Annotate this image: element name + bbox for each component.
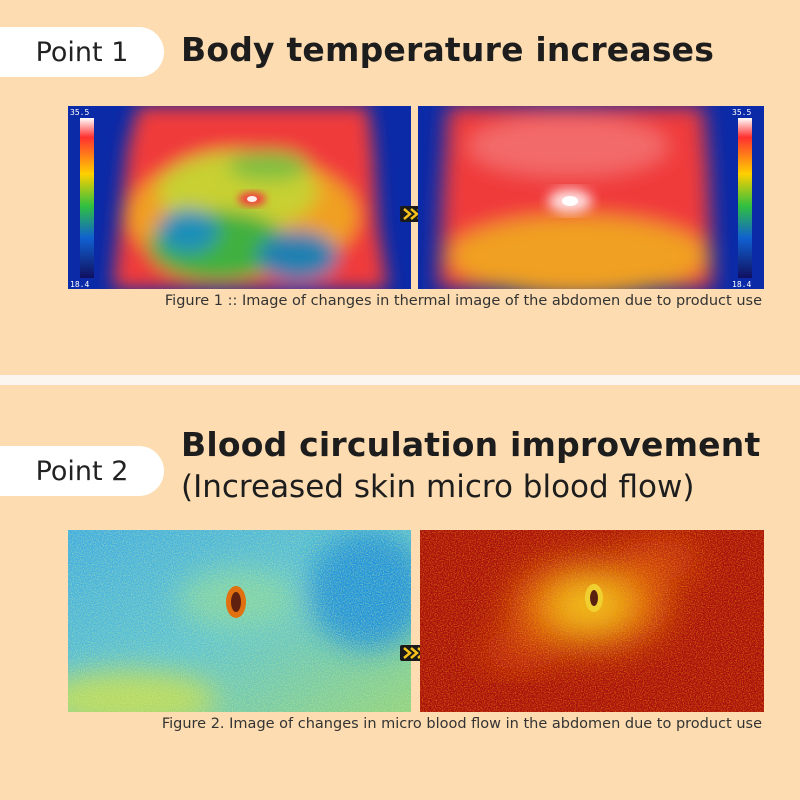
point1-label: Point 1 (0, 27, 164, 77)
thermal-image-after: 35.5 18.4 (418, 106, 764, 289)
point2-title: Blood circulation improvement (181, 425, 761, 464)
figure2-caption: Figure 2. Image of changes in micro bloo… (161, 716, 762, 732)
scale-max-label-right: 35.5 (732, 108, 751, 117)
figure1-caption: Figure 1 :: Image of changes in thermal … (164, 293, 762, 309)
scale-min-label: 18.4 (70, 280, 89, 289)
point1-section: Point 1 Body temperature increases (0, 0, 800, 375)
thermal-image-before: 35.5 18.4 (68, 106, 411, 289)
bloodflow-image-before (68, 530, 411, 712)
bloodflow-image-after (420, 530, 764, 712)
scale-min-label-right: 18.4 (732, 280, 751, 289)
point2-label: Point 2 (0, 446, 164, 496)
point2-subtitle: (Increased skin micro blood flow) (181, 469, 695, 505)
point2-section: Point 2 Blood circulation improvement (I… (0, 385, 800, 800)
point1-title: Body temperature increases (181, 30, 715, 69)
scale-max-label: 35.5 (70, 108, 89, 117)
